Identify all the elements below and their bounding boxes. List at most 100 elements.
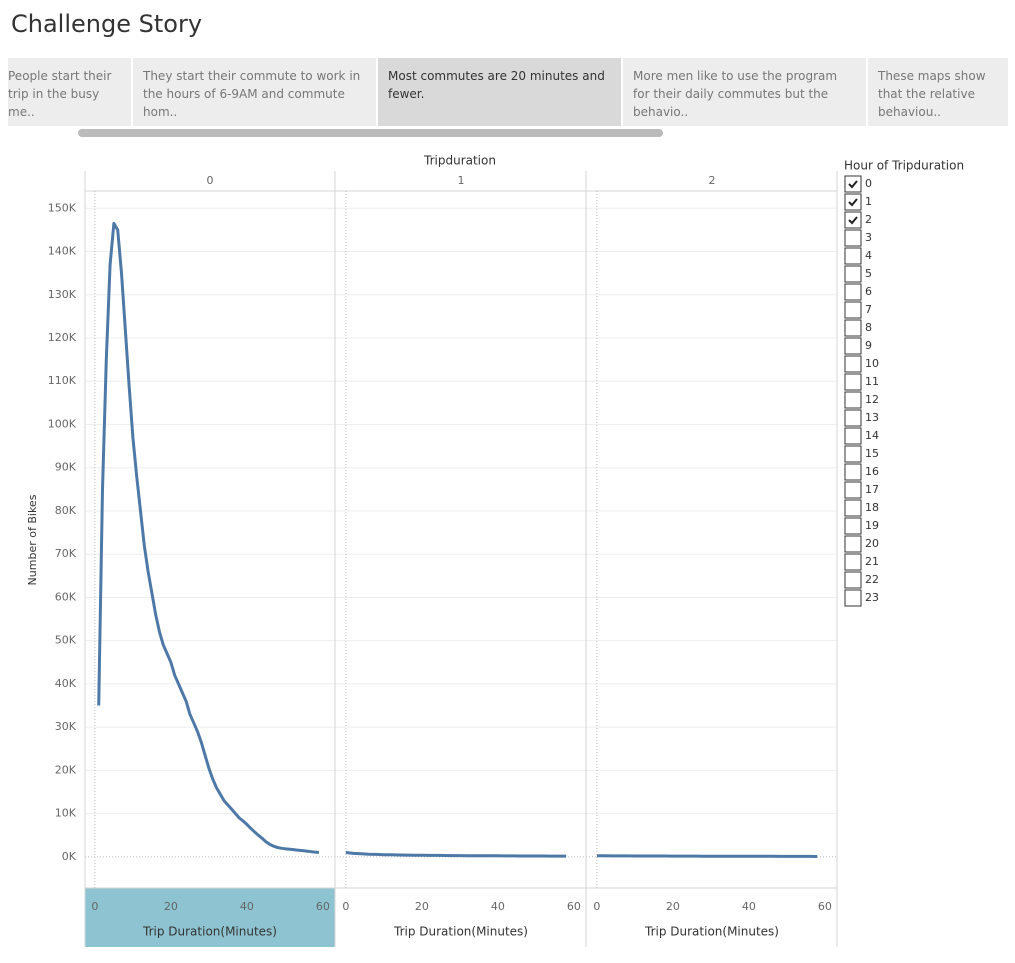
x-tick-label: 40 (240, 900, 254, 913)
x-tick-label: 0 (91, 900, 98, 913)
checkbox[interactable] (844, 535, 862, 553)
filter-option: 13 (865, 411, 879, 424)
check-mark (848, 180, 858, 189)
y-tick-label: 140K (48, 245, 77, 258)
y-tick-label: 40K (55, 677, 77, 690)
scrollbar[interactable] (78, 129, 663, 137)
story-point[interactable]: They start their commute to work in the … (133, 58, 376, 126)
x-tick-label: 20 (415, 900, 429, 913)
checkbox[interactable] (844, 589, 862, 607)
panel-label: 0 (207, 174, 214, 187)
checkbox[interactable] (844, 229, 862, 247)
x-tick-label: 40 (742, 900, 756, 913)
checkbox[interactable] (844, 301, 862, 319)
checkbox[interactable] (844, 409, 862, 427)
x-tick-label: 40 (491, 900, 505, 913)
filter-title: Hour of Tripduration (844, 159, 964, 173)
y-tick-label: 20K (55, 763, 77, 776)
filter-option: 17 (865, 483, 879, 496)
y-tick-label: 120K (48, 331, 77, 344)
checkbox[interactable] (844, 373, 862, 391)
checkbox[interactable] (844, 427, 862, 445)
story-point[interactable]: Most commutes are 20 minutes and fewer. (378, 58, 621, 126)
filter-option: 0 (865, 177, 872, 190)
axis-highlight (85, 888, 335, 947)
filter-option: 20 (865, 537, 879, 550)
panel-label: 1 (458, 174, 465, 187)
filter-option: 14 (865, 429, 879, 442)
filter-option: 21 (865, 555, 879, 568)
checkbox[interactable] (844, 517, 862, 535)
filter-option: 23 (865, 591, 879, 604)
filter-option: 7 (865, 303, 872, 316)
checkbox[interactable] (844, 355, 862, 373)
x-tick-label: 20 (666, 900, 680, 913)
y-tick-label: 30K (55, 720, 77, 733)
filter-option: 8 (865, 321, 872, 334)
filter-option: 22 (865, 573, 879, 586)
story-point[interactable]: These maps show that the relative behavi… (868, 58, 1008, 126)
filter-option: 6 (865, 285, 872, 298)
x-tick-label: 60 (567, 900, 581, 913)
checkbox[interactable] (844, 175, 862, 193)
checkbox[interactable] (844, 445, 862, 463)
filter-option: 9 (865, 339, 872, 352)
filter-option: 16 (865, 465, 879, 478)
filter-option: 19 (865, 519, 879, 532)
checkbox[interactable] (844, 211, 862, 229)
filter-option: 12 (865, 393, 879, 406)
story-title: Challenge Story (11, 10, 203, 38)
y-tick-label: 70K (55, 547, 77, 560)
checkbox[interactable] (844, 319, 862, 337)
checkbox[interactable] (844, 553, 862, 571)
checkbox[interactable] (844, 247, 862, 265)
filter-option: 4 (865, 249, 872, 262)
x-tick-label: 0 (593, 900, 600, 913)
x-axis-title: Trip Duration(Minutes) (393, 925, 528, 939)
y-tick-label: 10K (55, 807, 77, 820)
column-header: Tripduration (423, 154, 496, 168)
checkbox[interactable] (844, 463, 862, 481)
checkbox[interactable] (844, 391, 862, 409)
checkbox[interactable] (844, 481, 862, 499)
filter-option: 3 (865, 231, 872, 244)
story-point[interactable]: More men like to use the program for the… (623, 58, 866, 126)
panel-label: 2 (709, 174, 716, 187)
story-point[interactable]: People start their trip in the busy me.. (8, 58, 131, 126)
filter-option: 5 (865, 267, 872, 280)
line (596, 854, 818, 858)
checkbox[interactable] (844, 283, 862, 301)
filter-option: 18 (865, 501, 879, 514)
y-axis-title: Number of Bikes (26, 494, 39, 585)
filter-option: 10 (865, 357, 879, 370)
check-mark (848, 198, 858, 207)
checkbox[interactable] (844, 571, 862, 589)
filter-option: 2 (865, 213, 872, 226)
x-tick-label: 20 (164, 900, 178, 913)
x-tick-label: 60 (316, 900, 330, 913)
y-tick-label: 50K (55, 634, 77, 647)
x-axis-title: Trip Duration(Minutes) (644, 925, 779, 939)
y-tick-label: 150K (48, 201, 77, 214)
y-tick-label: 90K (55, 461, 77, 474)
filter-option: 11 (865, 375, 879, 388)
y-tick-label: 60K (55, 590, 77, 603)
line (345, 851, 567, 858)
check-mark (848, 216, 858, 225)
x-tick-label: 0 (342, 900, 349, 913)
checkbox[interactable] (844, 499, 862, 517)
checkbox[interactable] (844, 337, 862, 355)
y-tick-label: 0K (62, 850, 77, 863)
checkbox[interactable] (844, 193, 862, 211)
y-tick-label: 80K (55, 504, 77, 517)
line (97, 221, 320, 854)
checkbox[interactable] (844, 265, 862, 283)
y-tick-label: 130K (48, 288, 77, 301)
filter-option: 15 (865, 447, 879, 460)
x-tick-label: 60 (818, 900, 832, 913)
y-tick-label: 110K (48, 374, 77, 387)
filter-option: 1 (865, 195, 872, 208)
y-tick-label: 100K (48, 417, 77, 430)
